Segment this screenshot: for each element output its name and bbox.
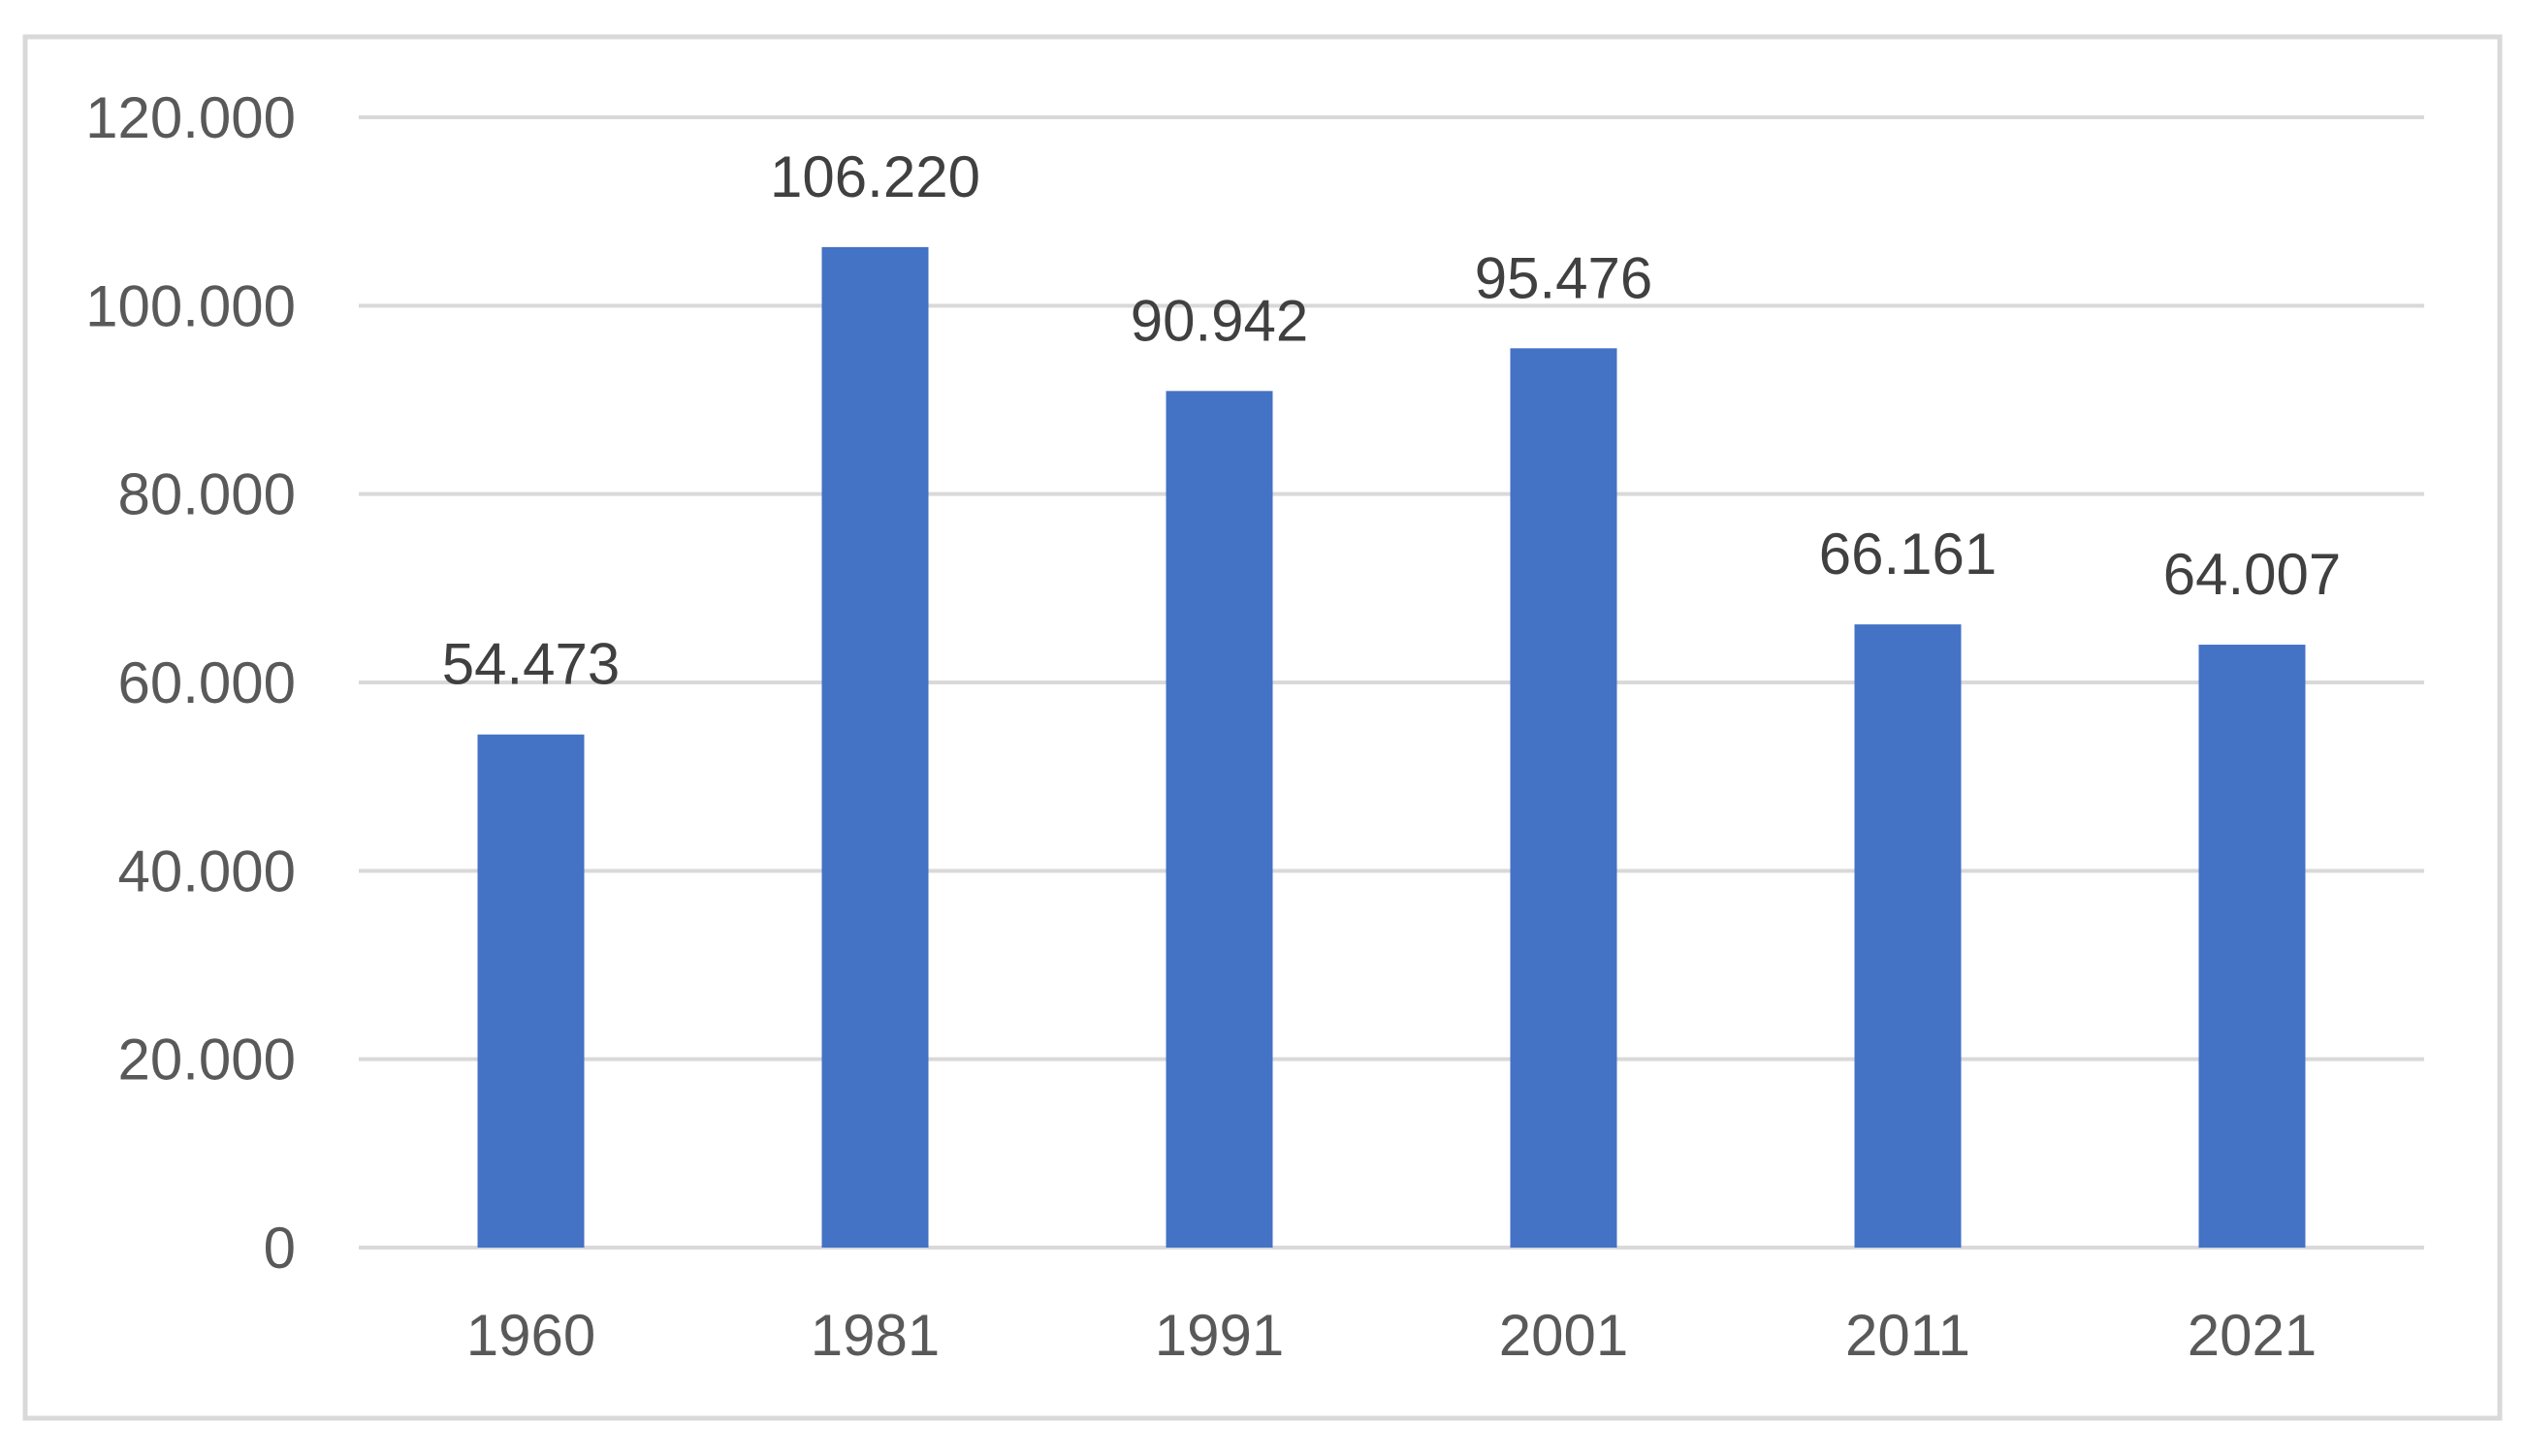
- data-label-1991: 90.942: [1131, 288, 1309, 353]
- x-tick-label-2021: 2021: [2188, 1303, 2317, 1368]
- data-labels: 54.473 106.220 90.942 95.476 66.161 64.007: [442, 144, 2342, 697]
- y-tick-label: 0: [264, 1216, 296, 1281]
- data-label-2011: 66.161: [1819, 522, 1998, 586]
- bars: [477, 246, 2306, 1249]
- x-axis-tick-labels: 1960 1981 1991 2001 2011 2021: [466, 1303, 2317, 1368]
- gridlines: [359, 115, 2424, 1250]
- y-tick-label: 60.000: [117, 650, 296, 715]
- x-tick-label-2011: 2011: [1845, 1303, 1970, 1368]
- y-tick-label: 100.000: [85, 273, 296, 338]
- y-tick-label: 40.000: [117, 839, 296, 903]
- y-tick-label: 120.000: [85, 85, 296, 150]
- x-tick-label-1981: 1981: [811, 1303, 940, 1368]
- data-label-2021: 64.007: [2163, 542, 2342, 607]
- x-tick-label-1991: 1991: [1155, 1303, 1284, 1368]
- data-label-1981: 106.220: [770, 144, 980, 209]
- bar-2021: [2198, 645, 2306, 1248]
- bar-1960: [477, 734, 585, 1248]
- x-tick-label-2001: 2001: [1499, 1303, 1628, 1368]
- y-axis-tick-labels: 0 20.000 40.000 60.000 80.000 100.000 120.000: [85, 85, 296, 1281]
- y-tick-label: 80.000: [117, 462, 296, 527]
- x-tick-label-1960: 1960: [466, 1303, 595, 1368]
- bar-2001: [1510, 348, 1617, 1249]
- data-label-2001: 95.476: [1475, 245, 1653, 310]
- y-tick-label: 20.000: [117, 1028, 296, 1092]
- bar-2011: [1854, 624, 1962, 1248]
- bar-1991: [1166, 391, 1273, 1248]
- data-label-1960: 54.473: [442, 632, 621, 697]
- bar-1981: [821, 246, 929, 1249]
